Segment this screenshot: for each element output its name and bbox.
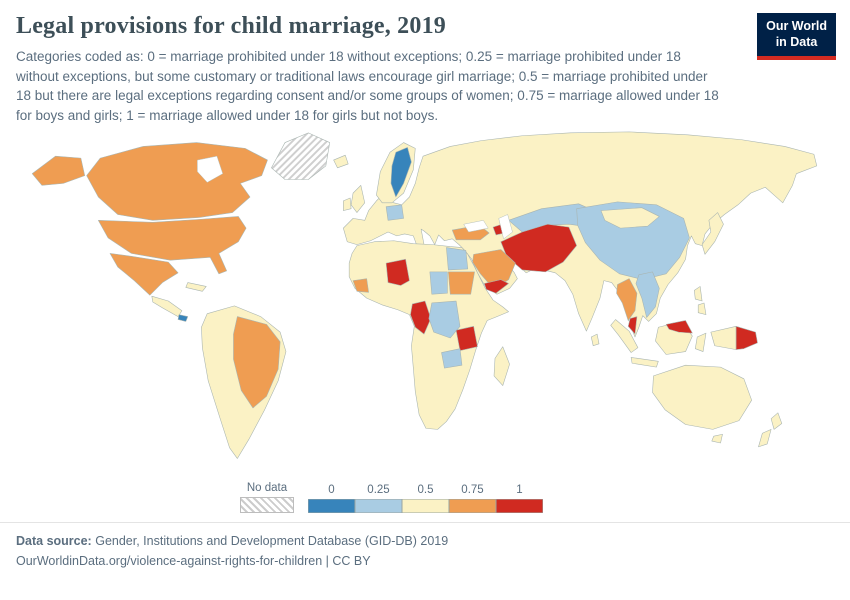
- world-map: No data 0 0.25 0.5 0.75 1: [0, 127, 850, 514]
- country-brazil[interactable]: [233, 316, 281, 409]
- country-mongolia[interactable]: [600, 207, 660, 229]
- legend-bin-swatch[interactable]: [402, 499, 449, 514]
- country-sumatra[interactable]: [610, 319, 639, 354]
- legend-no-data[interactable]: No data: [240, 482, 294, 514]
- owid-logo-line1: Our World: [766, 19, 827, 33]
- country-mali[interactable]: [385, 259, 410, 287]
- country-tasmania[interactable]: [711, 434, 723, 444]
- legend-bin-label: 0.5: [417, 484, 434, 497]
- country-new-guinea-west[interactable]: [710, 326, 737, 351]
- hudson-bay: [197, 156, 224, 183]
- black-sea: [463, 220, 489, 233]
- country-mexico[interactable]: [109, 253, 179, 296]
- country-cuba[interactable]: [185, 282, 207, 292]
- country-zambia[interactable]: [441, 348, 463, 369]
- country-malaysia-borneo[interactable]: [665, 320, 693, 334]
- country-guinea[interactable]: [352, 278, 369, 293]
- country-panama[interactable]: [177, 314, 189, 322]
- legend-bin-0.75[interactable]: 0.75: [449, 484, 496, 514]
- country-uk[interactable]: [350, 185, 366, 214]
- chart-footer: Data source: Gender, Institutions and De…: [0, 522, 850, 571]
- country-ireland[interactable]: [343, 197, 352, 212]
- country-canada[interactable]: [86, 142, 268, 221]
- country-japan[interactable]: [701, 212, 724, 255]
- country-malaysia-peninsula[interactable]: [627, 316, 638, 335]
- country-sri-lanka[interactable]: [590, 334, 600, 347]
- data-source-text: Gender, Institutions and Development Dat…: [95, 534, 449, 549]
- country-iceland[interactable]: [333, 155, 349, 169]
- chart-subtitle: Categories coded as: 0 = marriage prohib…: [16, 49, 719, 123]
- legend-no-data-label: No data: [246, 482, 288, 495]
- owid-logo[interactable]: Our World in Data: [757, 13, 836, 61]
- country-vietnam-laos[interactable]: [635, 271, 660, 319]
- data-source-label: Data source:: [16, 534, 92, 549]
- legend-bin-swatch[interactable]: [355, 499, 402, 514]
- country-madagascar[interactable]: [493, 346, 510, 387]
- map-legend: No data 0 0.25 0.5 0.75 1: [240, 479, 850, 514]
- country-eurasia-base[interactable]: [343, 131, 818, 338]
- legend-bin-swatch[interactable]: [308, 499, 355, 514]
- country-usa[interactable]: [98, 216, 247, 275]
- country-germany[interactable]: [385, 204, 404, 221]
- legend-bin-label: 1: [516, 484, 523, 497]
- footer-url-line[interactable]: OurWorldinData.org/violence-against-righ…: [16, 553, 371, 568]
- legend-bin-0[interactable]: 0: [308, 484, 355, 514]
- country-sulawesi[interactable]: [694, 333, 707, 353]
- country-chad[interactable]: [429, 271, 448, 295]
- country-central-america[interactable]: [151, 296, 183, 318]
- country-myanmar-thailand[interactable]: [616, 278, 638, 322]
- legend-bin-0.25[interactable]: 0.25: [355, 484, 402, 514]
- country-new-zealand[interactable]: [758, 412, 783, 448]
- country-tanzania[interactable]: [455, 326, 478, 352]
- owid-logo-line2: in Data: [775, 34, 818, 49]
- country-china[interactable]: [576, 201, 690, 281]
- legend-bin-label: 0: [328, 484, 335, 497]
- no-data-swatch[interactable]: [240, 497, 294, 514]
- country-drc[interactable]: [428, 300, 461, 339]
- legend-bins: 0 0.25 0.5 0.75 1: [308, 484, 543, 514]
- country-yemen[interactable]: [484, 279, 509, 294]
- country-papua-new-guinea[interactable]: [735, 326, 758, 351]
- country-greenland[interactable]: [271, 132, 331, 181]
- country-sudan[interactable]: [448, 271, 475, 295]
- page-title: Legal provisions for child marriage, 201…: [16, 13, 446, 39]
- chart-titles: Legal provisions for child marriage, 201…: [16, 13, 721, 125]
- data-source-line: Data source: Gender, Institutions and De…: [16, 532, 834, 551]
- legend-bin-swatch[interactable]: [449, 499, 496, 514]
- legend-bin-1[interactable]: 1: [496, 484, 543, 514]
- legend-bin-0.5[interactable]: 0.5: [402, 484, 449, 514]
- legend-bin-label: 0.25: [367, 484, 390, 497]
- country-central-africa[interactable]: [410, 300, 432, 335]
- legend-bin-swatch[interactable]: [496, 499, 543, 514]
- caspian-sea: [498, 214, 513, 240]
- country-sweden[interactable]: [390, 147, 412, 198]
- country-australia[interactable]: [652, 365, 752, 430]
- country-egypt[interactable]: [446, 247, 469, 271]
- legend-bin-label: 0.75: [461, 484, 484, 497]
- country-alaska[interactable]: [31, 156, 86, 186]
- country-java[interactable]: [630, 357, 659, 368]
- chart-header: Legal provisions for child marriage, 201…: [0, 0, 850, 125]
- country-philippines[interactable]: [694, 286, 707, 316]
